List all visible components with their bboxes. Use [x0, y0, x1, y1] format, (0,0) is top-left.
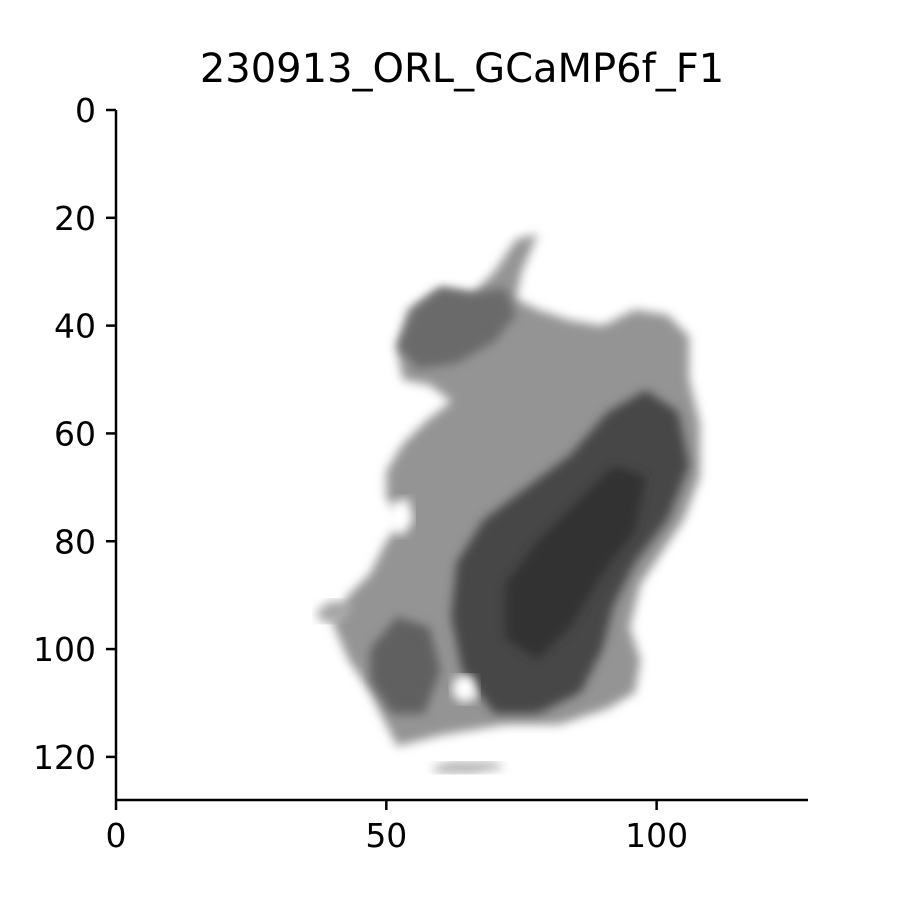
y-tick-label: 100: [33, 630, 96, 669]
heatmap-image: [316, 234, 700, 773]
chart-title: 230913_ORL_GCaMP6f_F1: [200, 46, 724, 92]
y-tick-label: 120: [33, 738, 96, 777]
masked-region: [451, 676, 479, 703]
intensity-region: [505, 465, 646, 660]
y-tick-label: 60: [54, 414, 96, 453]
x-tick-label: 0: [106, 816, 127, 855]
x-axis-ticks: 0 50 100: [106, 800, 688, 855]
y-tick-label: 40: [54, 307, 96, 346]
masked-region: [386, 498, 414, 536]
y-axis-ticks: 0 20 40 60 80 100 120: [33, 91, 116, 777]
y-tick-label: 0: [75, 91, 96, 130]
intensity-region: [429, 762, 506, 773]
x-tick-label: 100: [625, 816, 688, 855]
x-tick-label: 50: [365, 816, 407, 855]
intensity-region: [397, 287, 517, 369]
y-tick-label: 80: [54, 522, 96, 561]
intensity-region: [370, 616, 441, 714]
y-tick-label: 20: [54, 199, 96, 238]
intensity-region: [316, 600, 354, 623]
